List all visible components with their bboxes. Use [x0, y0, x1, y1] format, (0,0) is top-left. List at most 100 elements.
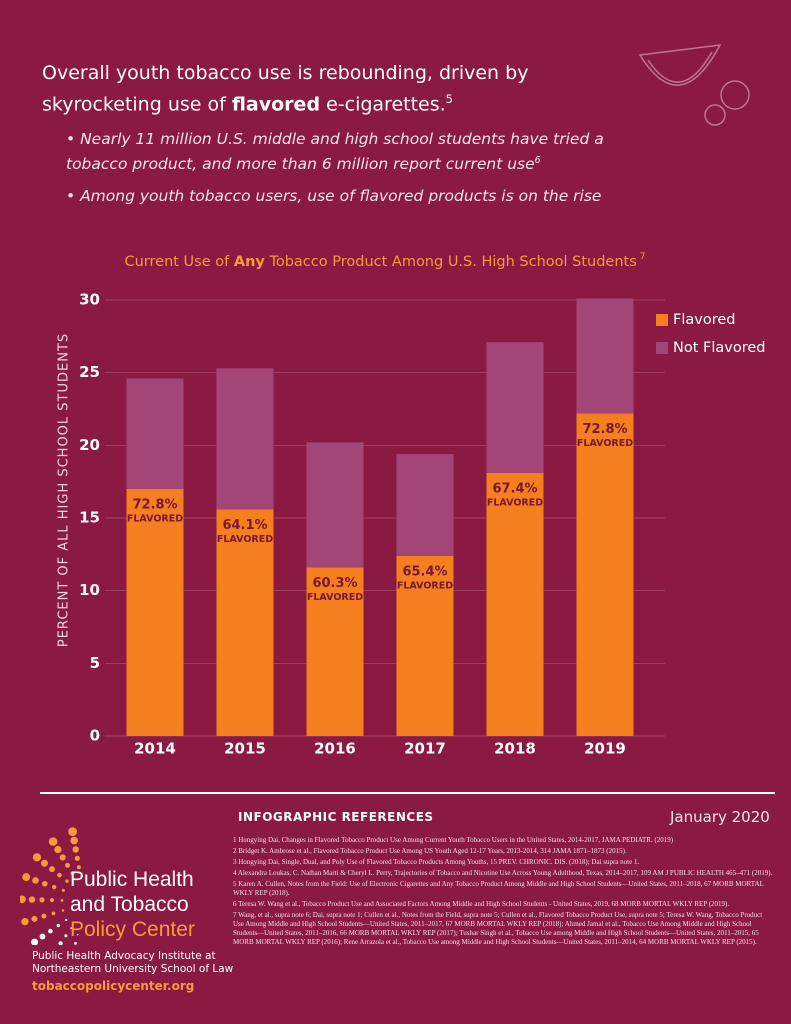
title-bold: Any: [234, 254, 266, 270]
logo-dot: [51, 884, 57, 890]
bar-segment: [396, 555, 454, 736]
x-tick-label: 2015: [224, 740, 266, 758]
reference: 5 Karen A. Cullen, Notes from the Field:…: [233, 880, 764, 897]
logo-dot: [54, 845, 62, 854]
reference: 2 Bridget K. Ambrose et al., Flavored To…: [233, 847, 627, 855]
logo-dot: [48, 837, 58, 846]
y-tick-label: 30: [79, 291, 100, 309]
watermelon-icon: [638, 44, 750, 126]
logo-dot: [32, 877, 39, 884]
logo-dot: [39, 897, 45, 903]
footnote-mark: 7: [640, 252, 646, 262]
bar-segment: [216, 509, 274, 736]
y-tick-label: 25: [79, 363, 100, 381]
bar-segment: [306, 567, 364, 736]
bar-segment: [486, 472, 544, 736]
logo-dot: [22, 873, 31, 882]
reference: 4 Alexandra Loukas, C. Nathan Marti & Ch…: [233, 869, 773, 877]
bar-segment: [396, 454, 454, 556]
logo-dot: [60, 899, 64, 902]
logo-dot: [31, 938, 39, 945]
icon-shape: [720, 80, 750, 110]
references: 1 Hongying Dai, Changes in Flavored Toba…: [233, 836, 773, 949]
bar-note-label: FLAVORED: [397, 580, 453, 591]
bar-note-label: FLAVORED: [487, 497, 543, 508]
logo-dot: [74, 941, 77, 945]
logo-dot: [65, 862, 70, 868]
x-tick-label: 2017: [404, 740, 446, 758]
logo-dot: [72, 846, 79, 853]
footnote-mark: 5: [445, 92, 453, 106]
bullet: • Among youth tobacco users, use of flav…: [66, 185, 626, 207]
reference: 6 Teresa W. Wang et al., Tobacco Product…: [233, 900, 730, 908]
logo-dot: [20, 895, 26, 904]
logo-dot: [70, 927, 73, 930]
logo-dots: [20, 827, 81, 945]
bar-note-label: FLAVORED: [307, 592, 363, 603]
logo-dot: [59, 854, 66, 861]
bar-segment: [576, 298, 634, 414]
bar-note-label: FLAVORED: [217, 534, 273, 545]
references-title: INFOGRAPHIC REFERENCES: [238, 810, 434, 824]
logo-dot: [64, 934, 68, 938]
legend-swatch: [656, 342, 668, 354]
logo-dot: [31, 915, 38, 922]
icon-shape: [647, 51, 713, 83]
logo-text: and Tobacco: [70, 893, 189, 916]
logo-dot: [21, 918, 29, 926]
bar-segment: [126, 488, 184, 736]
url: tobaccopolicycenter.org: [32, 979, 195, 993]
bar-note-share: 67.4%: [492, 481, 537, 496]
footnote-mark: 6: [534, 155, 541, 166]
logo-dot: [57, 872, 62, 878]
y-tick-label: 10: [79, 581, 100, 599]
logo-dot: [70, 836, 78, 845]
bar-segment: [306, 442, 364, 568]
bar-note-share: 64.1%: [222, 518, 267, 533]
logo-dot: [76, 865, 81, 870]
bar-segment: [126, 378, 184, 489]
logo-dot: [49, 866, 55, 873]
y-tick-label: 15: [79, 509, 100, 527]
y-tick-label: 20: [79, 436, 100, 454]
logo-dot: [61, 909, 65, 912]
y-axis-label: PERCENT OF ALL HIGH SCHOOL STUDENTS: [57, 333, 72, 647]
y-tick-label: 0: [90, 727, 100, 745]
chart-title: Current Use of Any Tobacco Product Among…: [124, 252, 645, 271]
reference: 1 Hongying Dai, Changes in Flavored Toba…: [233, 836, 674, 844]
logo-dot: [65, 918, 68, 922]
logo-dot: [50, 898, 55, 903]
logo-dot: [65, 879, 69, 883]
y-tick-label: 5: [90, 654, 100, 672]
logo-dot: [41, 913, 47, 919]
logo-dot: [70, 871, 75, 876]
bar-note-share: 72.8%: [132, 497, 177, 512]
logo-dot: [61, 888, 65, 892]
x-tick-label: 2019: [584, 740, 626, 758]
reference: 7 Wang, et al., supra note 6; Dai, supra…: [233, 911, 763, 946]
x-tick-label: 2016: [314, 740, 356, 758]
logo-dot: [56, 923, 60, 928]
logo-dot: [32, 853, 42, 862]
logo-dot: [48, 928, 53, 934]
logo-dot: [42, 880, 48, 887]
headline-text: e-cigarettes.: [320, 93, 446, 116]
headline: Overall youth tobacco use is rebounding,…: [42, 60, 632, 117]
legend-swatch: [656, 314, 668, 326]
title-text: Tobacco Product Among U.S. High School S…: [265, 254, 637, 270]
reference: 3 Hongying Dai, Single, Dual, and Poly U…: [233, 858, 640, 866]
logo-dot: [74, 855, 80, 861]
title-text: Current Use of: [124, 254, 233, 270]
bullet-text: • Among youth tobacco users, use of flav…: [66, 187, 602, 205]
bar-note-label: FLAVORED: [577, 438, 633, 449]
x-tick-label: 2014: [134, 740, 176, 758]
bullet-text: • Nearly 11 million U.S. middle and high…: [66, 130, 604, 174]
bar-note-share: 65.4%: [402, 564, 447, 579]
legend-label: Flavored: [673, 312, 735, 328]
institute: Northeastern University School of Law: [32, 963, 234, 975]
x-tick-label: 2018: [494, 740, 536, 758]
bar-note-label: FLAVORED: [127, 513, 183, 524]
references-date: January 2020: [670, 808, 770, 826]
logo-text: Public Health: [70, 868, 194, 891]
